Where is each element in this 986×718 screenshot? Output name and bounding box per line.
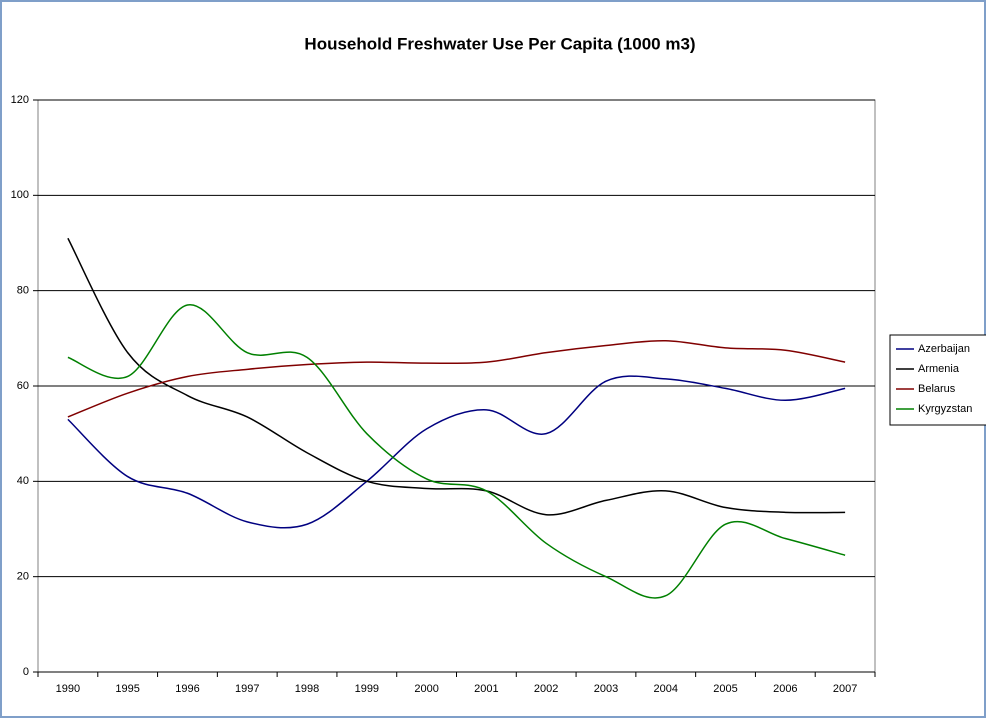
series-line	[67, 375, 846, 529]
y-tick-label: 100	[11, 189, 29, 201]
legend-label: Armenia	[918, 363, 960, 375]
x-tick-label: 1999	[355, 683, 379, 695]
x-tick-label: 1995	[115, 683, 139, 695]
legend-label: Kyrgyzstan	[918, 403, 972, 415]
x-tick-label: 1998	[295, 683, 319, 695]
series-line	[67, 237, 846, 516]
x-tick-label: 2003	[594, 683, 618, 695]
x-tick-label: 1997	[235, 683, 259, 695]
x-tick-label: 2004	[654, 683, 678, 695]
series-line	[67, 339, 846, 418]
series-line	[67, 304, 846, 599]
x-tick-label: 2005	[713, 683, 737, 695]
x-tick-label: 1996	[175, 683, 199, 695]
y-tick-label: 120	[11, 94, 29, 106]
x-tick-label: 2000	[414, 683, 438, 695]
x-tick-label: 2006	[773, 683, 797, 695]
legend-box	[889, 334, 986, 426]
x-tick-label: 1990	[56, 683, 80, 695]
legend-label: Belarus	[918, 383, 956, 395]
x-tick-label: 2002	[534, 683, 558, 695]
y-tick-label: 80	[17, 285, 29, 297]
y-tick-label: 0	[23, 666, 29, 678]
legend-label: Azerbaijan	[918, 343, 970, 355]
chart-title: Household Freshwater Use Per Capita (100…	[304, 34, 695, 53]
y-tick-label: 60	[17, 380, 29, 392]
x-tick-label: 2001	[474, 683, 498, 695]
y-tick-label: 20	[17, 571, 29, 583]
y-tick-label: 40	[17, 475, 29, 487]
x-tick-label: 2007	[833, 683, 857, 695]
